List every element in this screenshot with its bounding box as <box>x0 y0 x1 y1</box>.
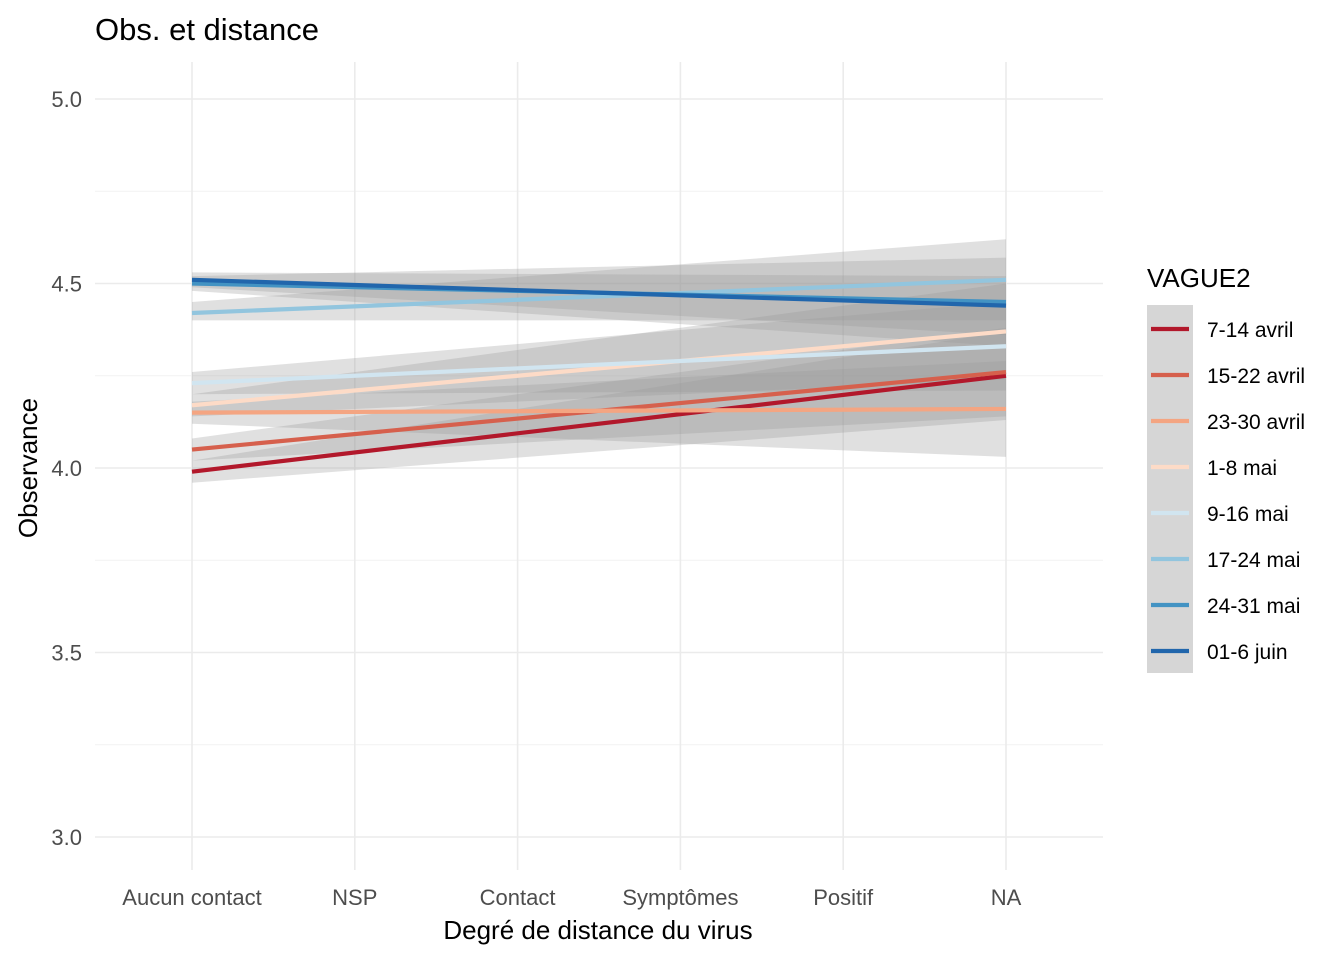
series-line <box>191 277 1007 316</box>
x-tick-label: Aucun contact <box>122 885 261 910</box>
series-line <box>191 344 1007 386</box>
confidence-ribbon <box>192 283 1006 417</box>
y-axis-ticks: 3.0 3.5 4.0 4.5 5.0 <box>51 87 82 850</box>
x-tick-label: Contact <box>480 885 556 910</box>
y-tick-label: 4.0 <box>51 456 82 481</box>
x-tick-label: Symptômes <box>622 885 738 910</box>
series-lines <box>191 277 1007 474</box>
legend-label: 24-31 mai <box>1207 595 1300 618</box>
legend-items: 7-14 avril 15-22 avril 23-30 avril 1-8 mai 9… <box>1151 319 1305 664</box>
x-axis-title: Degré de distance du virus <box>443 915 752 945</box>
chart-title: Obs. et distance <box>95 12 319 47</box>
confidence-ribbon <box>192 331 1006 483</box>
legend-label: 23-30 avril <box>1207 411 1305 434</box>
legend-key-background <box>1147 305 1193 673</box>
legend-label: 9-16 mai <box>1207 503 1289 526</box>
y-tick-label: 3.5 <box>51 641 82 666</box>
y-tick-label: 3.0 <box>51 825 82 850</box>
series-line <box>191 373 1007 474</box>
legend-label: 17-24 mai <box>1207 549 1300 572</box>
confidence-ribbons <box>192 239 1006 483</box>
y-tick-label: 4.5 <box>51 272 82 297</box>
grid <box>95 62 1103 870</box>
x-tick-label: Positif <box>813 885 874 910</box>
legend-label: 15-22 avril <box>1207 365 1305 388</box>
legend-title: VAGUE2 <box>1147 263 1251 293</box>
y-tick-label: 5.0 <box>51 87 82 112</box>
series-line <box>191 277 1007 308</box>
series-line <box>191 329 1007 408</box>
legend: VAGUE2 7-14 avril 15-22 avril 23-30 avril 1… <box>1147 263 1305 673</box>
y-axis-title: Observance <box>13 398 43 538</box>
x-tick-label: NA <box>991 885 1022 910</box>
confidence-ribbon <box>192 257 1006 347</box>
legend-label: 01-6 juin <box>1207 641 1288 664</box>
series-line <box>191 406 1007 415</box>
x-axis-ticks: Aucun contact NSP Contact Symptômes Positif N… <box>122 885 1021 910</box>
confidence-ribbon <box>192 301 1006 395</box>
legend-label: 7-14 avril <box>1207 319 1293 342</box>
legend-label: 1-8 mai <box>1207 457 1277 480</box>
confidence-ribbon <box>192 327 1006 461</box>
x-tick-label: NSP <box>332 885 377 910</box>
